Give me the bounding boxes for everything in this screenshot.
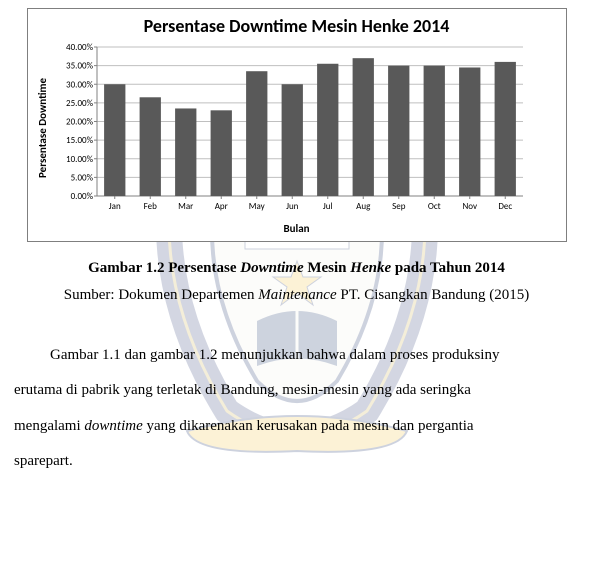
figure-source: Sumber: Dokumen Departemen Maintenance P… (14, 287, 579, 304)
caption-em1: Downtime (240, 260, 303, 276)
svg-text:15.00%: 15.00% (66, 135, 94, 146)
source-suffix: PT. Cisangkan Bandung (2015) (337, 287, 530, 303)
chart-title: Persentase Downtime Mesin Henke 2014 (28, 9, 566, 41)
svg-text:Apr: Apr (214, 201, 227, 212)
svg-text:Aug: Aug (356, 201, 371, 212)
svg-text:40.00%: 40.00% (66, 42, 94, 53)
caption-text: Gambar 1.2 Persentase (88, 260, 240, 276)
chart-plot: 0.00% 5.00% 10.00% 15.00% 20.00% 25.00% 30.00%… (51, 41, 531, 216)
svg-text:Nov: Nov (462, 201, 477, 212)
svg-text:Jun: Jun (286, 201, 299, 212)
caption-suffix: pada Tahun 2014 (391, 260, 505, 276)
caption-em2: Henke (350, 260, 391, 276)
body-line-3a: mengalami (14, 418, 84, 434)
body-line-3em: downtime (84, 418, 142, 434)
chart-xlabel: Bulan (28, 220, 566, 241)
source-em: Maintenance (258, 287, 336, 303)
svg-text:Feb: Feb (143, 201, 156, 212)
body-line-3b: yang dikarenakan kerusakan pada mesin da… (143, 418, 474, 434)
svg-text:Dec: Dec (498, 201, 512, 212)
svg-text:20.00%: 20.00% (66, 117, 94, 128)
body-line-4: sparepart. (14, 444, 579, 479)
source-prefix: Sumber: Dokumen Departemen (64, 287, 259, 303)
svg-text:10.00%: 10.00% (66, 154, 94, 165)
svg-text:25.00%: 25.00% (66, 98, 94, 109)
figure-caption: Gambar 1.2 Persentase Downtime Mesin Hen… (14, 260, 579, 277)
body-line-1: Gambar 1.1 dan gambar 1.2 menunjukkan ba… (14, 338, 579, 373)
svg-text:Oct: Oct (427, 201, 440, 212)
body-line-2: erutama di pabrik yang terletak di Bandu… (14, 373, 579, 408)
svg-text:35.00%: 35.00% (66, 61, 94, 72)
chart-ylabel: Persentase Downtime (34, 78, 51, 178)
svg-text:Jan: Jan (108, 201, 120, 212)
svg-text:May: May (248, 201, 265, 212)
svg-text:Mar: Mar (178, 201, 193, 212)
svg-text:Jul: Jul (322, 201, 332, 212)
caption-mid: Mesin (304, 260, 351, 276)
svg-text:Sep: Sep (392, 201, 406, 212)
downtime-chart: Persentase Downtime Mesin Henke 2014 Per… (27, 8, 567, 242)
body-line-3: mengalami downtime yang dikarenakan keru… (14, 409, 579, 444)
svg-text:5.00%: 5.00% (70, 172, 93, 183)
svg-text:0.00%: 0.00% (70, 191, 93, 202)
svg-text:30.00%: 30.00% (66, 79, 94, 90)
